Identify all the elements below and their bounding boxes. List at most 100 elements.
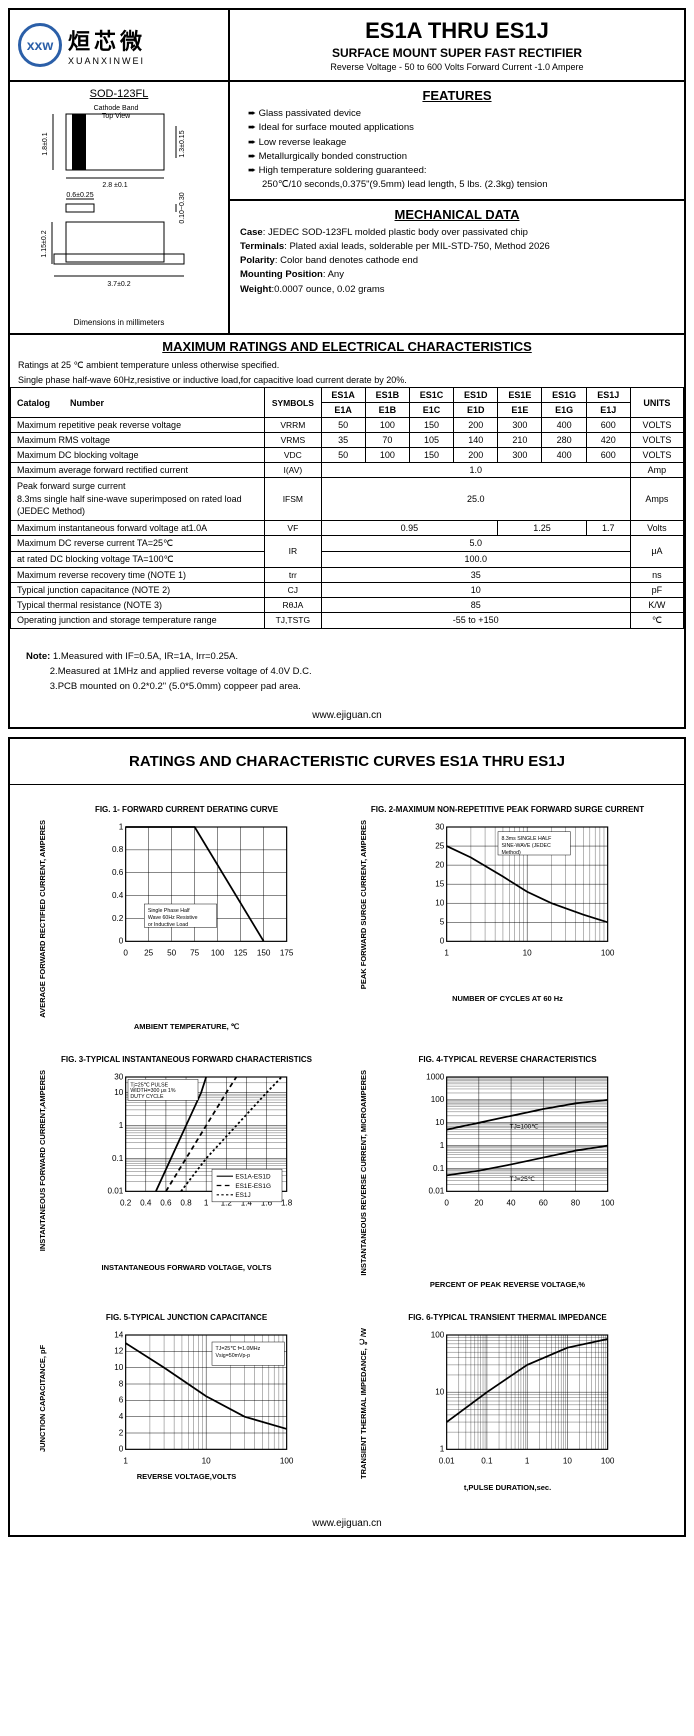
chart-fig-2: FIG. 2-MAXIMUM NON-REPETITIVE PEAK FORWA… <box>359 805 656 1031</box>
svg-text:Cathode Band: Cathode Band <box>94 105 139 112</box>
chart-xlabel: REVERSE VOLTAGE,VOLTS <box>38 1472 335 1481</box>
svg-text:TJ=25℃: TJ=25℃ <box>510 1176 535 1183</box>
feature-item: Glass passivated device <box>248 107 674 121</box>
svg-text:2: 2 <box>119 1428 124 1437</box>
svg-text:10: 10 <box>523 949 533 958</box>
svg-text:ES1E-ES1G: ES1E-ES1G <box>235 1183 271 1190</box>
product-spec-line: Reverse Voltage - 50 to 600 Volts Forwar… <box>242 62 672 72</box>
svg-text:1: 1 <box>525 1456 530 1465</box>
svg-text:1: 1 <box>444 949 449 958</box>
chart-ylabel: TRANSIENT THERMAL IMPEDANCE, ℃/W <box>359 1328 375 1479</box>
features-list: Glass passivated deviceIdeal for surface… <box>240 107 674 193</box>
chart-xlabel: NUMBER OF CYCLES AT 60 Hz <box>359 994 656 1003</box>
datasheet-page-1: xxw 烜芯微 XUANXINWEI ES1A THRU ES1J SURFAC… <box>8 8 686 729</box>
svg-text:25: 25 <box>435 842 445 851</box>
svg-text:0: 0 <box>119 937 124 946</box>
svg-text:1: 1 <box>440 1141 445 1150</box>
svg-text:100: 100 <box>431 1095 445 1104</box>
url-footer-2: www.ejiguan.cn <box>10 1512 684 1535</box>
charts-grid: FIG. 1- FORWARD CURRENT DERATING CURVEAV… <box>10 785 684 1511</box>
svg-text:10: 10 <box>435 899 445 908</box>
svg-text:1: 1 <box>440 1444 445 1453</box>
svg-text:100: 100 <box>601 1456 615 1465</box>
svg-text:0.01: 0.01 <box>107 1187 123 1196</box>
svg-text:Wave 60Hz Resistive: Wave 60Hz Resistive <box>148 916 198 922</box>
chart-title: FIG. 1- FORWARD CURRENT DERATING CURVE <box>38 805 335 814</box>
svg-text:0.6±0.25: 0.6±0.25 <box>66 192 93 199</box>
svg-text:0.2: 0.2 <box>112 914 124 923</box>
mech-terminals: Terminals: Plated axial leads, solderabl… <box>240 240 674 254</box>
chart-ylabel: JUNCTION CAPACITANCE, pF <box>38 1328 54 1468</box>
svg-text:100: 100 <box>211 949 225 958</box>
svg-text:8: 8 <box>119 1379 124 1388</box>
svg-text:Vsig=50mVp-p: Vsig=50mVp-p <box>216 1353 251 1359</box>
chart-ylabel: INSTANTANEOUS REVERSE CURRENT, MICROAMPE… <box>359 1070 375 1276</box>
svg-text:6: 6 <box>119 1395 124 1404</box>
svg-text:100: 100 <box>431 1330 445 1339</box>
chart-plot: 025507510012515017500.20.40.60.81Single … <box>54 820 335 1018</box>
svg-text:1000: 1000 <box>426 1072 445 1081</box>
svg-text:0.4: 0.4 <box>140 1198 152 1207</box>
datasheet-page-2: RATINGS AND CHARACTERISTIC CURVES ES1A T… <box>8 737 686 1536</box>
svg-text:SINE-WAVE (JEDEC: SINE-WAVE (JEDEC <box>502 843 552 849</box>
curves-title: RATINGS AND CHARACTERISTIC CURVES ES1A T… <box>10 739 684 785</box>
chart-plot: 0204060801000.010.11101001000TJ=100℃TJ=2… <box>375 1070 656 1276</box>
package-svg: Cathode Band Top View 2.8 ±0.1 1.8±0.1 1… <box>24 104 214 314</box>
svg-text:0.6: 0.6 <box>160 1198 172 1207</box>
svg-text:20: 20 <box>474 1198 484 1207</box>
svg-text:0.4: 0.4 <box>112 891 124 900</box>
middle-section: SOD-123FL Cathode Band Top View 2.8 ±0.1… <box>10 82 684 335</box>
svg-text:10: 10 <box>114 1088 124 1097</box>
svg-text:20: 20 <box>435 861 445 870</box>
svg-text:0.1: 0.1 <box>433 1164 445 1173</box>
ratings-note-2: Single phase half-wave 60Hz,resistive or… <box>10 373 684 387</box>
svg-text:10: 10 <box>435 1118 445 1127</box>
chart-xlabel: AMBIENT TEMPERATURE, ℃ <box>38 1022 335 1031</box>
chart-title: FIG. 3-TYPICAL INSTANTANEOUS FORWARD CHA… <box>38 1055 335 1064</box>
svg-text:0.2: 0.2 <box>120 1198 132 1207</box>
chart-plot: 0.20.40.60.811.21.41.61.80.010.111030ES1… <box>54 1070 335 1251</box>
chart-xlabel: t,PULSE DURATION,sec. <box>359 1483 656 1492</box>
ratings-table: Catalog NumberSYMBOLSES1AES1BES1CES1DES1… <box>10 387 684 629</box>
svg-text:0: 0 <box>444 1198 449 1207</box>
svg-text:30: 30 <box>114 1072 124 1081</box>
package-name: SOD-123FL <box>16 88 222 100</box>
svg-text:ES1J: ES1J <box>235 1192 250 1199</box>
product-subtitle: SURFACE MOUNT SUPER FAST RECTIFIER <box>242 46 672 60</box>
chart-title: FIG. 5-TYPICAL JUNCTION CAPACITANCE <box>38 1313 335 1322</box>
svg-text:0.8: 0.8 <box>180 1198 192 1207</box>
svg-text:12: 12 <box>114 1346 124 1355</box>
url-footer: www.ejiguan.cn <box>10 704 684 727</box>
ratings-title: MAXIMUM RATINGS AND ELECTRICAL CHARACTER… <box>10 335 684 358</box>
svg-text:Method): Method) <box>502 850 522 856</box>
mechanical-data-box: MECHANICAL DATA Case: JEDEC SOD-123FL mo… <box>230 201 684 303</box>
ratings-note-1: Ratings at 25 ℃ ambient temperature unle… <box>10 358 684 373</box>
chart-fig-4: FIG. 4-TYPICAL REVERSE CHARACTERISTICSIN… <box>359 1055 656 1289</box>
svg-text:TJ=25℃ f=1.0MHz: TJ=25℃ f=1.0MHz <box>216 1346 261 1352</box>
svg-text:100: 100 <box>601 1198 615 1207</box>
svg-text:0: 0 <box>119 1444 124 1453</box>
svg-text:TJ=100℃: TJ=100℃ <box>510 1123 539 1130</box>
logo-chinese: 烜芯微 <box>68 24 146 56</box>
svg-text:1: 1 <box>119 823 124 832</box>
feature-item: 250℃/10 seconds,0.375"(9.5mm) lead lengt… <box>248 178 674 192</box>
features-box: FEATURES Glass passivated deviceIdeal fo… <box>230 82 684 201</box>
svg-text:5: 5 <box>440 918 445 927</box>
chart-plot: 1101000510152025308.3ms SINGLE HALFSINE-… <box>375 820 656 989</box>
title-block: ES1A THRU ES1J SURFACE MOUNT SUPER FAST … <box>230 10 684 80</box>
svg-text:10: 10 <box>202 1456 212 1465</box>
svg-text:10: 10 <box>114 1363 124 1372</box>
package-drawing-box: SOD-123FL Cathode Band Top View 2.8 ±0.1… <box>10 82 230 333</box>
mechanical-title: MECHANICAL DATA <box>240 207 674 222</box>
svg-text:DUTY CYCLE: DUTY CYCLE <box>130 1094 164 1100</box>
header: xxw 烜芯微 XUANXINWEI ES1A THRU ES1J SURFAC… <box>10 10 684 82</box>
svg-text:1.15±0.2: 1.15±0.2 <box>41 230 48 257</box>
logo-icon: xxw <box>18 23 62 67</box>
svg-text:0.1: 0.1 <box>112 1154 124 1163</box>
svg-text:40: 40 <box>507 1198 517 1207</box>
svg-text:10: 10 <box>563 1456 573 1465</box>
chart-fig-6: FIG. 6-TYPICAL TRANSIENT THERMAL IMPEDAN… <box>359 1313 656 1492</box>
right-column: FEATURES Glass passivated deviceIdeal fo… <box>230 82 684 333</box>
mech-weight: Weight:0.0007 ounce, 0.02 grams <box>240 283 674 297</box>
svg-text:10: 10 <box>435 1387 445 1396</box>
